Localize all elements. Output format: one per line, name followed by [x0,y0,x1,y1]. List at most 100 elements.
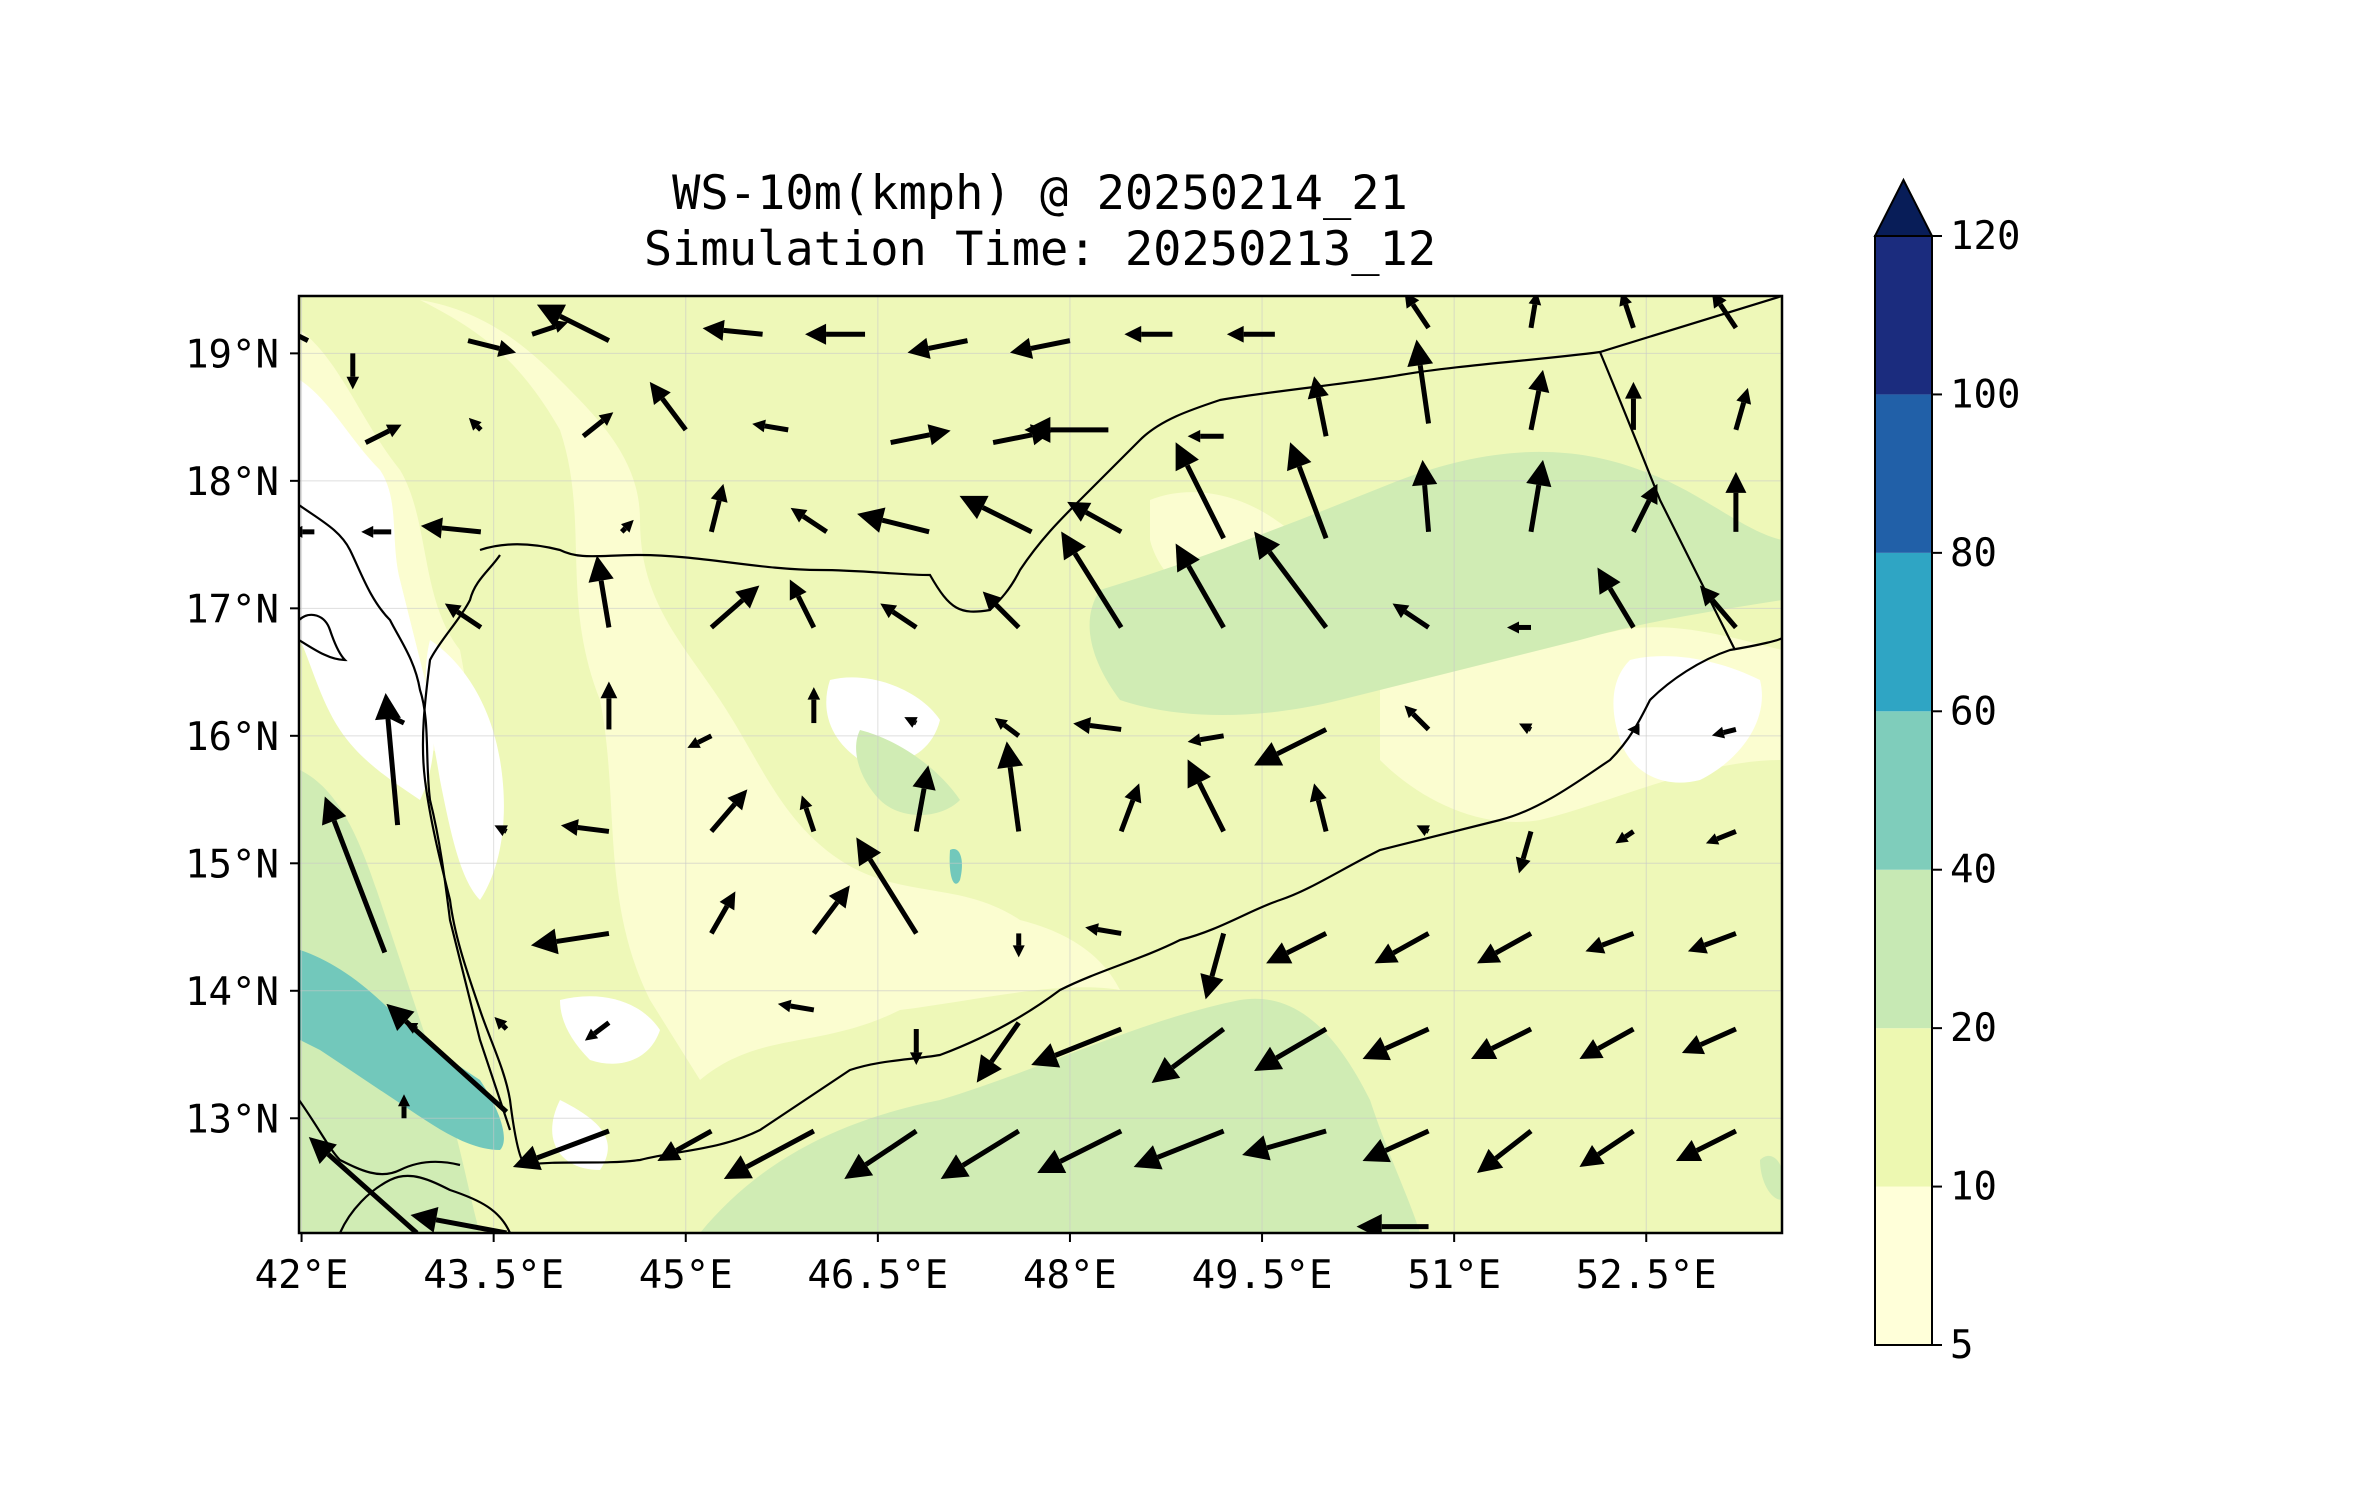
wind-arrow [1625,381,1642,430]
wind-arrow [799,795,817,833]
wind-arrow [1476,931,1533,964]
wind-arrow [361,525,392,538]
wind-arrow [1187,429,1224,443]
wind-arrow [1579,1128,1635,1168]
wind-arrow [844,1128,918,1180]
wind-arrow [468,417,483,432]
colorbar-tick-label: 100 [1950,372,2020,417]
colorbar-tick-label: 10 [1950,1165,1997,1210]
border-saudi-yemen [479,296,1782,613]
y-tick-label: 18°N [185,460,279,505]
wind-arrow [1515,830,1534,874]
wind-arrow [709,891,736,935]
colorbar-tick-label: 60 [1950,689,1997,734]
wind-arrow [1037,1128,1123,1174]
y-axis-ticks: 13°N 14°N 15°N 16°N 17°N 18°N 19°N [185,332,299,1142]
x-tick-label: 49.5°E [1192,1253,1333,1298]
y-tick-label: 17°N [185,587,279,632]
wind-arrow [1619,296,1636,329]
wind-arrow [420,517,482,539]
wind-arrow [410,1207,507,1233]
wind-arrow [1631,483,1658,533]
wind-arrow [959,495,1033,535]
wind-arrow [1597,567,1636,629]
wind-arrow [976,1021,1021,1083]
wind-arrow [1061,531,1124,629]
coastline-arabia-west [421,554,526,1166]
wind-arrow [560,819,610,836]
wind-arrow [1133,1128,1225,1170]
wind-arrow [994,717,1021,738]
contour-moderate-zone [700,998,1420,1233]
wind-arrow [375,693,401,826]
contour-calm-zone [560,996,660,1064]
wind-arrow [536,304,611,343]
wind-arrow [1175,543,1226,629]
wind-arrow [386,1003,509,1114]
wind-arrow [1309,783,1329,833]
wind-arrow [789,579,817,629]
wind-arrow [1187,759,1226,833]
x-tick-label: 51°E [1407,1253,1501,1298]
contour-calm-zone [300,380,435,800]
wind-arrow [1287,442,1329,540]
wind-arrow [1067,501,1123,535]
wind-arrow [1392,603,1430,630]
wind-arrow [1009,337,1071,359]
colorbar: 5 10 20 40 60 80 100 120 [1873,177,2020,1368]
contour-moderate-zone [856,730,960,815]
wind-arrow [649,381,688,432]
contour-moderate-zone [1089,451,1782,715]
x-tick-label: 46.5°E [807,1253,948,1298]
contour-light-zone [420,300,1120,1080]
colorbar-segment [1875,236,1932,395]
wind-arrow [1506,621,1531,634]
wind-arrow [299,333,310,343]
wind-arrow [1073,717,1122,734]
wind-arrow [467,338,517,357]
wind-arrow [1362,1128,1430,1163]
wind-arrow [1254,531,1329,629]
x-tick-label: 43.5°E [423,1253,564,1298]
wind-arrow [1242,1128,1327,1161]
wind-arrow [1407,339,1434,424]
wind-arrow [1712,296,1738,330]
wind-arrow [805,323,866,345]
colorbar-tick-label: 40 [1950,848,1997,893]
wind-arrow [1254,727,1328,766]
wind-arrow [856,837,919,935]
wind-arrow [322,796,388,954]
wind-arrow [1579,1026,1635,1060]
wind-arrow [1725,471,1747,532]
wind-arrow [346,353,360,390]
wind-arrow [512,1128,610,1171]
y-tick-label: 15°N [185,842,279,887]
colorbar-tick-label: 80 [1950,531,1997,576]
wind-arrow [444,603,483,630]
wind-arrow [912,765,936,832]
wind-arrow [1356,1214,1429,1233]
wind-arrow [1024,416,1109,443]
wind-arrow [1681,1026,1737,1055]
contour-calm-zone [826,677,940,764]
wind-arrow [308,1137,419,1233]
wind-arrow [398,1094,411,1119]
wind-arrow [588,555,614,628]
wind-arrow [531,320,569,337]
wind-arrow [1699,585,1738,630]
wind-arrow [1518,723,1533,735]
wind-arrow [1528,296,1542,329]
wind-arrow [1705,829,1737,845]
y-tick-label: 13°N [185,1097,279,1142]
wind-arrow [909,1029,923,1066]
contour-strong-zone [949,849,962,884]
wind-arrow [1416,825,1430,837]
island-coastline [299,613,348,662]
wind-arrow [494,1017,509,1031]
coastline-red-sea-west [299,504,512,1131]
wind-arrow [880,603,918,630]
wind-arrow [1627,723,1640,736]
wind-arrow [619,519,634,534]
